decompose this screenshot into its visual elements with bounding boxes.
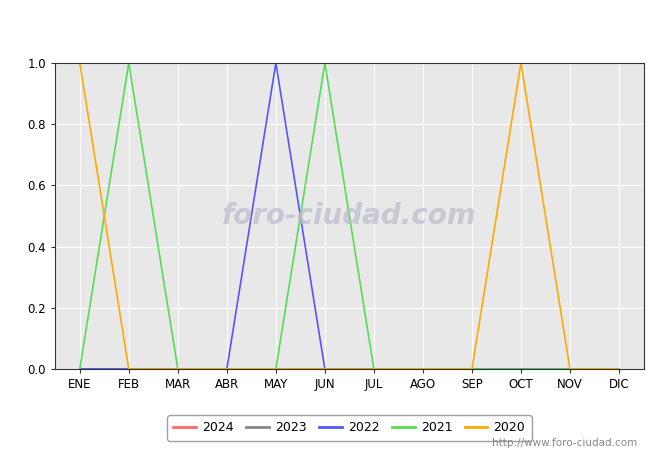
2023 [615,366,623,372]
2021 [517,366,525,372]
2021 [174,366,182,372]
2021 [566,366,574,372]
2024 [272,366,280,372]
2021 [419,366,427,372]
2021 [321,60,329,66]
2024 [76,366,84,372]
2023 [419,366,427,372]
2021 [468,366,476,372]
2024 [566,366,574,372]
2020 [321,366,329,372]
Line: 2022: 2022 [80,63,619,369]
2024 [125,366,133,372]
2024 [174,366,182,372]
2022 [468,366,476,372]
2024 [517,366,525,372]
2023 [517,366,525,372]
2021 [615,366,623,372]
2022 [321,366,329,372]
2023 [174,366,182,372]
2023 [321,366,329,372]
Line: 2020: 2020 [80,63,619,369]
2021 [272,366,280,372]
2024 [468,366,476,372]
2024 [223,366,231,372]
2020 [272,366,280,372]
2023 [468,366,476,372]
2023 [223,366,231,372]
Line: 2021: 2021 [80,63,619,369]
2021 [223,366,231,372]
Legend: 2024, 2023, 2022, 2021, 2020: 2024, 2023, 2022, 2021, 2020 [167,415,532,441]
2022 [566,366,574,372]
2020 [125,366,133,372]
2022 [370,366,378,372]
2020 [76,60,84,66]
2020 [223,366,231,372]
2021 [370,366,378,372]
2023 [566,366,574,372]
2024 [321,366,329,372]
2022 [223,366,231,372]
2023 [125,366,133,372]
Text: foro-ciudad.com: foro-ciudad.com [222,202,476,230]
2023 [272,366,280,372]
2020 [517,60,525,66]
2023 [370,366,378,372]
2020 [615,366,623,372]
2020 [468,366,476,372]
2024 [370,366,378,372]
2020 [174,366,182,372]
2021 [76,366,84,372]
2022 [76,366,84,372]
2022 [419,366,427,372]
2020 [370,366,378,372]
2020 [566,366,574,372]
Text: http://www.foro-ciudad.com: http://www.foro-ciudad.com [492,438,637,448]
2022 [517,366,525,372]
2020 [419,366,427,372]
2022 [174,366,182,372]
2021 [125,60,133,66]
2022 [615,366,623,372]
2022 [125,366,133,372]
2023 [76,366,84,372]
Text: Matriculaciones de Vehiculos en Morenilla: Matriculaciones de Vehiculos en Morenill… [157,15,493,30]
2022 [272,60,280,66]
2024 [615,366,623,372]
2024 [419,366,427,372]
